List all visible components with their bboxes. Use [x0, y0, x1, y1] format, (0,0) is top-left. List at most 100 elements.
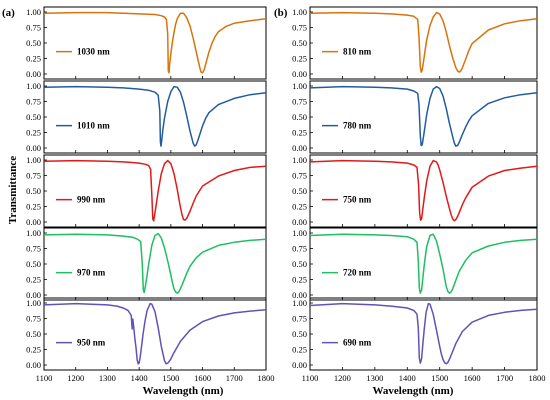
- subplot-frame: [309, 227, 538, 301]
- x-tick-label: 1800: [258, 373, 275, 383]
- y-tick-label: 0.50: [26, 186, 41, 196]
- y-tick-label: 0.75: [292, 314, 307, 324]
- y-tick-label: 0.25: [292, 202, 307, 212]
- series-line-720-nm: [309, 233, 538, 294]
- x-tick-label: 1500: [162, 373, 179, 383]
- y-tick-label: 0.75: [26, 171, 41, 181]
- y-tick-label: 0.25: [26, 275, 41, 285]
- y-tick-label: 0.00: [292, 217, 307, 227]
- y-tick-label: 0.00: [292, 143, 307, 153]
- x-tick-label: 1400: [399, 373, 416, 383]
- x-tick-label: 1100: [302, 373, 319, 383]
- panel-a-label: (a): [2, 7, 15, 19]
- series-line-1030-nm: [43, 11, 267, 74]
- y-tick-label: 0.00: [26, 69, 41, 79]
- y-axis-title: Transmittance: [7, 156, 19, 224]
- y-tick-label: 0.00: [26, 143, 41, 153]
- y-tick-label: 0.50: [26, 112, 41, 122]
- y-tick-label: 0.75: [26, 314, 41, 324]
- x-tick-label: 1600: [464, 373, 481, 383]
- y-tick-label: 0.25: [292, 54, 307, 64]
- y-tick-label: 1.00: [292, 7, 307, 17]
- y-tick-label: 0.25: [292, 275, 307, 285]
- subplot-b-2: 0.00 0.25 0.50 0.75 1.00 780 nm: [292, 80, 538, 154]
- y-tick-label: 0.50: [26, 259, 41, 269]
- legend-label: 750 nm: [343, 195, 372, 205]
- subplot-a-4: 0.00 0.25 0.50 0.75 1.00 970 nm: [26, 227, 267, 301]
- y-tick-label: 0.50: [292, 186, 307, 196]
- legend-label: 780 nm: [343, 121, 372, 131]
- x-axis-title-b: Wavelength (nm): [373, 385, 454, 397]
- series-line-750-nm: [309, 159, 538, 222]
- subplot-frame: [43, 297, 267, 371]
- x-tick-label: 1600: [194, 373, 211, 383]
- y-tick-label: 0.25: [26, 202, 41, 212]
- subplot-frame: [43, 227, 267, 301]
- x-tick-label: 1500: [431, 373, 448, 383]
- y-tick-label: 1.00: [26, 81, 41, 91]
- legend-label: 990 nm: [77, 195, 106, 205]
- y-tick-label: 1.00: [292, 228, 307, 238]
- y-tick-label: 0.25: [26, 345, 41, 355]
- x-tick-label: 1100: [36, 373, 53, 383]
- x-tick-label: 1200: [67, 373, 84, 383]
- y-tick-label: 1.00: [26, 298, 41, 308]
- y-tick-label: 0.00: [292, 290, 307, 300]
- x-tick-label: 1700: [226, 373, 243, 383]
- y-tick-label: 0.00: [26, 360, 41, 370]
- subplot-b-5: 0.00 0.25 0.50 0.75 1.00 1100 1200 1300 1400 1500…: [292, 297, 546, 383]
- series-line-970-nm: [43, 232, 267, 294]
- y-tick-label: 0.75: [292, 171, 307, 181]
- x-tick-label: 1800: [529, 373, 546, 383]
- x-tick-label: 1400: [131, 373, 148, 383]
- legend-label: 970 nm: [77, 268, 106, 278]
- legend-label: 1030 nm: [77, 47, 110, 57]
- series-line-990-nm: [43, 159, 267, 222]
- series-line-810-nm: [309, 11, 538, 73]
- subplot-a-5: 0.00 0.25 0.50 0.75 1.00 1100 1200 1300 1400 1500…: [26, 297, 275, 383]
- subplot-a-2: 0.00 0.25 0.50 0.75 1.00 1010 nm: [26, 80, 267, 154]
- y-tick-label: 0.50: [292, 38, 307, 48]
- series-line-1010-nm: [43, 85, 267, 147]
- y-tick-label: 0.75: [292, 244, 307, 254]
- y-tick-label: 0.25: [292, 128, 307, 138]
- panel-b-label: (b): [274, 7, 288, 19]
- y-tick-label: 1.00: [292, 81, 307, 91]
- series-line-690-nm: [309, 302, 538, 365]
- subplot-b-4: 0.00 0.25 0.50 0.75 1.00 720 nm: [292, 227, 538, 301]
- legend-label: 720 nm: [343, 268, 372, 278]
- legend-label: 810 nm: [343, 47, 372, 57]
- y-tick-label: 0.50: [26, 38, 41, 48]
- legend-label: 1010 nm: [77, 121, 110, 131]
- y-tick-label: 0.00: [26, 217, 41, 227]
- y-tick-label: 0.75: [26, 23, 41, 33]
- subplot-frame: [309, 6, 538, 80]
- y-tick-label: 0.75: [292, 97, 307, 107]
- y-tick-label: 1.00: [26, 228, 41, 238]
- y-tick-label: 0.50: [292, 112, 307, 122]
- x-axis-title-a: Wavelength (nm): [143, 385, 224, 397]
- legend-label: 690 nm: [343, 338, 372, 348]
- series-line-780-nm: [309, 85, 538, 147]
- y-tick-label: 0.75: [26, 244, 41, 254]
- subplot-frame: [43, 6, 267, 80]
- y-tick-label: 1.00: [26, 155, 41, 165]
- y-tick-label: 0.50: [292, 259, 307, 269]
- y-tick-label: 0.00: [292, 69, 307, 79]
- y-tick-label: 0.75: [26, 97, 41, 107]
- y-tick-label: 0.25: [26, 54, 41, 64]
- x-tick-label: 1700: [496, 373, 513, 383]
- subplot-a-3: 0.00 0.25 0.50 0.75 1.00 990 nm: [26, 154, 267, 228]
- x-tick-label: 1200: [334, 373, 351, 383]
- y-tick-label: 0.50: [26, 329, 41, 339]
- subplot-b-3: 0.00 0.25 0.50 0.75 1.00 750 nm: [292, 154, 538, 228]
- y-tick-label: 0.25: [292, 345, 307, 355]
- subplot-a-1: 0.00 0.25 0.50 0.75 1.00 1030 nm: [26, 6, 267, 80]
- y-tick-label: 0.50: [292, 329, 307, 339]
- y-tick-label: 1.00: [292, 298, 307, 308]
- legend-label: 950 nm: [77, 338, 106, 348]
- y-tick-label: 0.75: [292, 23, 307, 33]
- x-tick-label: 1300: [366, 373, 383, 383]
